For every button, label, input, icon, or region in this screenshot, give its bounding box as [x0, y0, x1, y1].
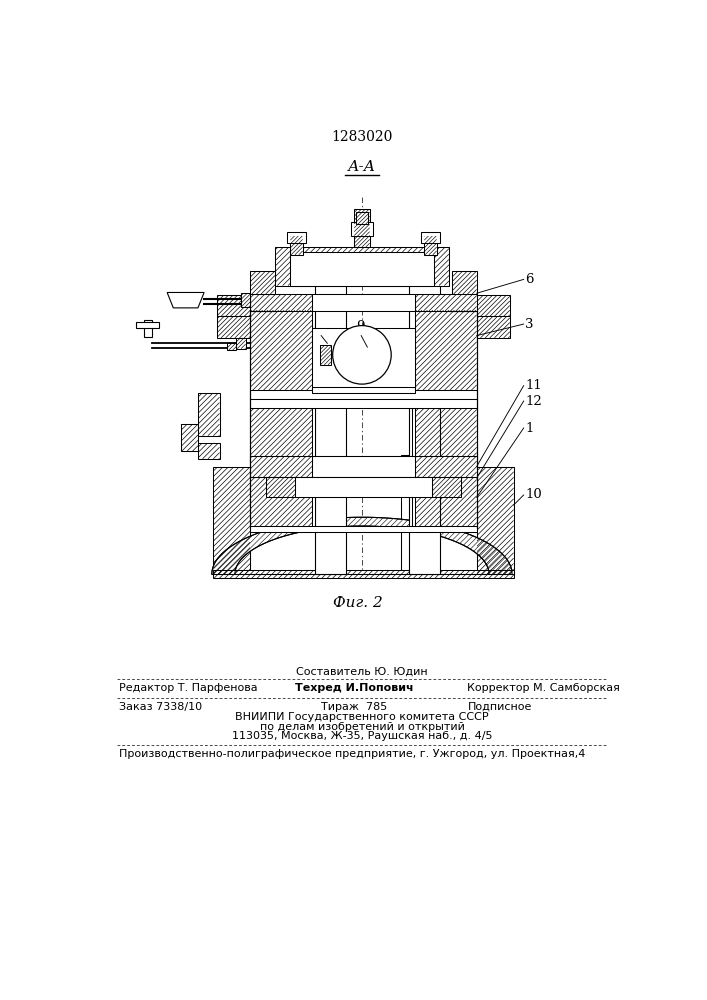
- Text: Корректор М. Самборская: Корректор М. Самборская: [467, 683, 620, 693]
- Polygon shape: [167, 292, 204, 308]
- Polygon shape: [198, 393, 219, 436]
- Bar: [312, 456, 415, 477]
- Polygon shape: [241, 293, 250, 307]
- Polygon shape: [320, 345, 331, 365]
- Text: ВНИИПИ Государственного комитета СССР: ВНИИПИ Государственного комитета СССР: [235, 712, 489, 722]
- Bar: [421, 232, 440, 243]
- Polygon shape: [214, 466, 250, 574]
- Polygon shape: [236, 338, 246, 349]
- Polygon shape: [477, 466, 514, 574]
- Bar: [315, 282, 346, 574]
- Text: Редактор Т. Парфенова: Редактор Т. Парфенова: [119, 683, 258, 693]
- Text: по делам изобретений и открытий: по делам изобретений и открытий: [259, 722, 464, 732]
- Bar: [356, 212, 368, 224]
- Polygon shape: [291, 235, 303, 255]
- Circle shape: [333, 326, 391, 384]
- Bar: [250, 455, 326, 574]
- Polygon shape: [266, 477, 295, 497]
- Polygon shape: [354, 209, 370, 247]
- Text: 6: 6: [525, 273, 534, 286]
- Text: 1283020: 1283020: [332, 130, 392, 144]
- Polygon shape: [275, 247, 449, 286]
- Polygon shape: [432, 477, 461, 497]
- Bar: [250, 399, 477, 408]
- Polygon shape: [227, 343, 236, 350]
- Polygon shape: [250, 456, 312, 477]
- Polygon shape: [250, 310, 312, 393]
- Polygon shape: [217, 316, 250, 338]
- Polygon shape: [217, 295, 250, 316]
- Bar: [291, 252, 433, 286]
- Polygon shape: [250, 294, 312, 311]
- Polygon shape: [424, 235, 437, 255]
- Bar: [412, 393, 415, 528]
- Text: Подписное: Подписное: [467, 702, 532, 712]
- Polygon shape: [477, 316, 510, 338]
- Text: Производственно-полиграфическое предприятие, г. Ужгород, ул. Проектная,4: Производственно-полиграфическое предприя…: [119, 749, 586, 759]
- Bar: [409, 282, 440, 574]
- Polygon shape: [415, 393, 477, 528]
- Text: 113035, Москва, Ж-35, Раушская наб., д. 4/5: 113035, Москва, Ж-35, Раушская наб., д. …: [232, 731, 492, 741]
- Text: 10: 10: [525, 488, 542, 501]
- Bar: [250, 389, 477, 399]
- Text: Техред И.Попович: Техред И.Попович: [295, 683, 414, 693]
- Text: 11: 11: [525, 379, 542, 392]
- Text: 3: 3: [525, 318, 534, 331]
- Polygon shape: [181, 424, 198, 451]
- Text: Тираж  785: Тираж 785: [321, 702, 387, 712]
- Bar: [312, 393, 315, 528]
- Polygon shape: [415, 456, 477, 477]
- Bar: [144, 320, 152, 337]
- Polygon shape: [198, 443, 219, 459]
- Polygon shape: [250, 271, 275, 294]
- Text: 9: 9: [356, 320, 364, 333]
- Text: 8: 8: [313, 320, 322, 333]
- Bar: [351, 222, 373, 235]
- Polygon shape: [415, 310, 477, 393]
- Polygon shape: [415, 294, 477, 311]
- Polygon shape: [477, 295, 510, 316]
- Polygon shape: [214, 570, 514, 578]
- Text: 1: 1: [525, 422, 534, 434]
- Bar: [402, 455, 477, 574]
- Polygon shape: [212, 517, 512, 574]
- Text: Фиг. 2: Фиг. 2: [333, 596, 383, 610]
- Text: 12: 12: [525, 395, 542, 408]
- Text: А-А: А-А: [348, 160, 376, 174]
- Bar: [250, 526, 477, 532]
- Text: Заказ 7338/10: Заказ 7338/10: [119, 702, 202, 712]
- Bar: [287, 232, 305, 243]
- Bar: [312, 294, 415, 311]
- Bar: [295, 477, 432, 497]
- Bar: [136, 322, 160, 328]
- Polygon shape: [452, 271, 477, 294]
- Text: Составитель Ю. Юдин: Составитель Ю. Юдин: [296, 666, 428, 676]
- Bar: [312, 387, 415, 393]
- Polygon shape: [250, 393, 312, 528]
- Bar: [312, 328, 415, 393]
